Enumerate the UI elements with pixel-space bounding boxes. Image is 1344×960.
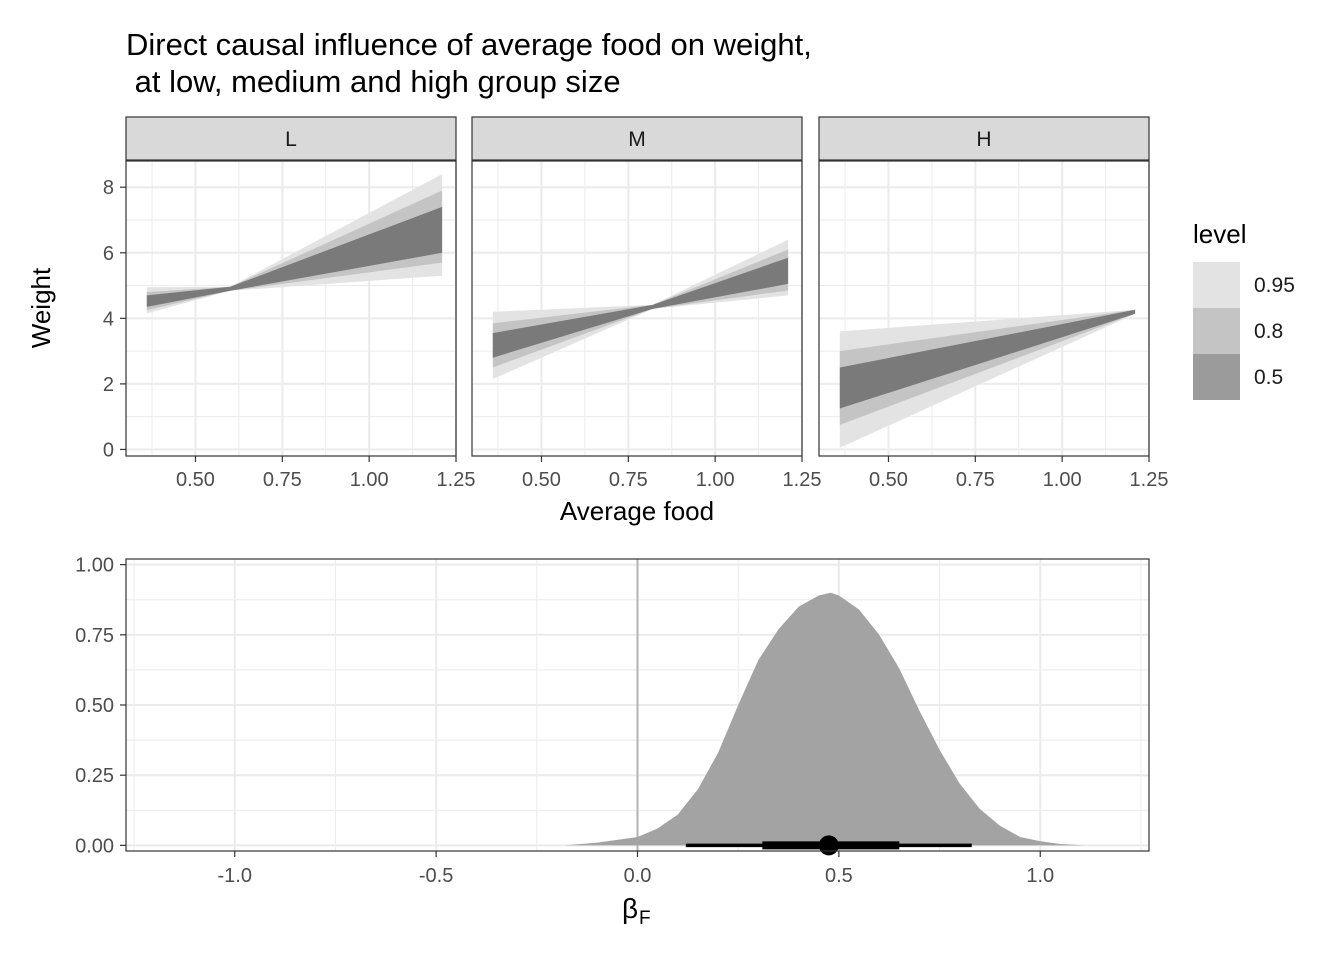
x-axis-label-subscript: F bbox=[639, 908, 651, 929]
panel-border bbox=[471, 160, 803, 457]
y-tick-label: 0.25 bbox=[75, 765, 114, 787]
x-tick-label: 0.50 bbox=[176, 469, 215, 491]
legend-key-0.5 bbox=[1193, 354, 1240, 400]
y-tick-label: 0.75 bbox=[75, 625, 114, 647]
legend-label: 0.5 bbox=[1254, 366, 1283, 389]
x-axis-label: Average food bbox=[560, 496, 714, 526]
y-tick-label: 8 bbox=[103, 177, 114, 199]
facet-strip-label: H bbox=[976, 128, 991, 151]
facet-strip bbox=[818, 116, 1150, 161]
x-tick-label: -0.5 bbox=[419, 865, 453, 887]
legend-key-0.8 bbox=[1193, 308, 1240, 354]
y-tick-label: 2 bbox=[103, 374, 114, 396]
ribbon-0.5-m bbox=[492, 257, 789, 358]
y-tick-label: 0.00 bbox=[75, 835, 114, 857]
x-tick-label: 1.0 bbox=[1026, 865, 1054, 887]
x-tick-label: 1.00 bbox=[696, 469, 735, 491]
facet-panel-h: H 0.50 0.75 1.00 1.25 bbox=[818, 116, 1169, 491]
x-axis-label-beta: β bbox=[622, 893, 638, 924]
x-tick-label: -1.0 bbox=[218, 865, 252, 887]
ribbon-0.5-h bbox=[839, 305, 1136, 409]
ribbon-0.5-l bbox=[146, 206, 443, 307]
x-tick-label: 0.75 bbox=[956, 469, 995, 491]
x-tick-label: 0.5 bbox=[825, 865, 853, 887]
facet-strip bbox=[125, 116, 457, 161]
facet-strip-label: M bbox=[628, 128, 646, 151]
y-tick-label: 0.50 bbox=[75, 695, 114, 717]
y-tick-label: 6 bbox=[103, 243, 114, 265]
y-axis-label: Weight bbox=[26, 267, 56, 348]
chart-title-line2: at low, medium and high group size bbox=[126, 64, 621, 99]
facet-strip bbox=[471, 116, 803, 161]
point-estimate bbox=[818, 835, 839, 856]
x-tick-label: 1.00 bbox=[1043, 469, 1082, 491]
x-tick-label: 1.00 bbox=[350, 469, 389, 491]
density-area bbox=[565, 592, 1085, 846]
panel-border bbox=[818, 160, 1150, 457]
chart-title-line1: Direct causal influence of average food … bbox=[126, 27, 812, 62]
legend: level 0.95 0.8 0.5 bbox=[1193, 219, 1295, 400]
x-tick-label: 1.25 bbox=[783, 469, 822, 491]
x-tick-label: 1.25 bbox=[1130, 469, 1169, 491]
legend-label: 0.8 bbox=[1254, 320, 1283, 343]
ribbon-0.95-l bbox=[146, 174, 443, 314]
x-tick-label: 0.50 bbox=[869, 469, 908, 491]
x-tick-label: 0.0 bbox=[624, 865, 652, 887]
facet-panel-m: M 0.50 0.75 1.00 1.25 bbox=[471, 116, 822, 491]
legend-key-0.95 bbox=[1193, 262, 1240, 308]
y-tick-label: 4 bbox=[103, 308, 114, 330]
y-tick-label: 0 bbox=[103, 439, 114, 461]
x-tick-label: 1.25 bbox=[437, 469, 476, 491]
legend-label: 0.95 bbox=[1254, 274, 1295, 297]
panel-border bbox=[125, 160, 457, 457]
facet-panel-l: L 0.50 0.75 1.00 1.25 0 2 4 6 8 bbox=[103, 116, 476, 491]
x-tick-label: 0.75 bbox=[609, 469, 648, 491]
y-tick-label: 1.00 bbox=[75, 555, 114, 577]
legend-title: level bbox=[1193, 219, 1246, 249]
x-tick-label: 0.50 bbox=[522, 469, 561, 491]
x-tick-label: 0.75 bbox=[263, 469, 302, 491]
density-plot: -1.0 -0.5 0.0 0.5 1.0 0.00 0.25 0.50 0.75 1.00 β F bbox=[75, 555, 1150, 929]
facet-strip-label: L bbox=[285, 128, 297, 151]
